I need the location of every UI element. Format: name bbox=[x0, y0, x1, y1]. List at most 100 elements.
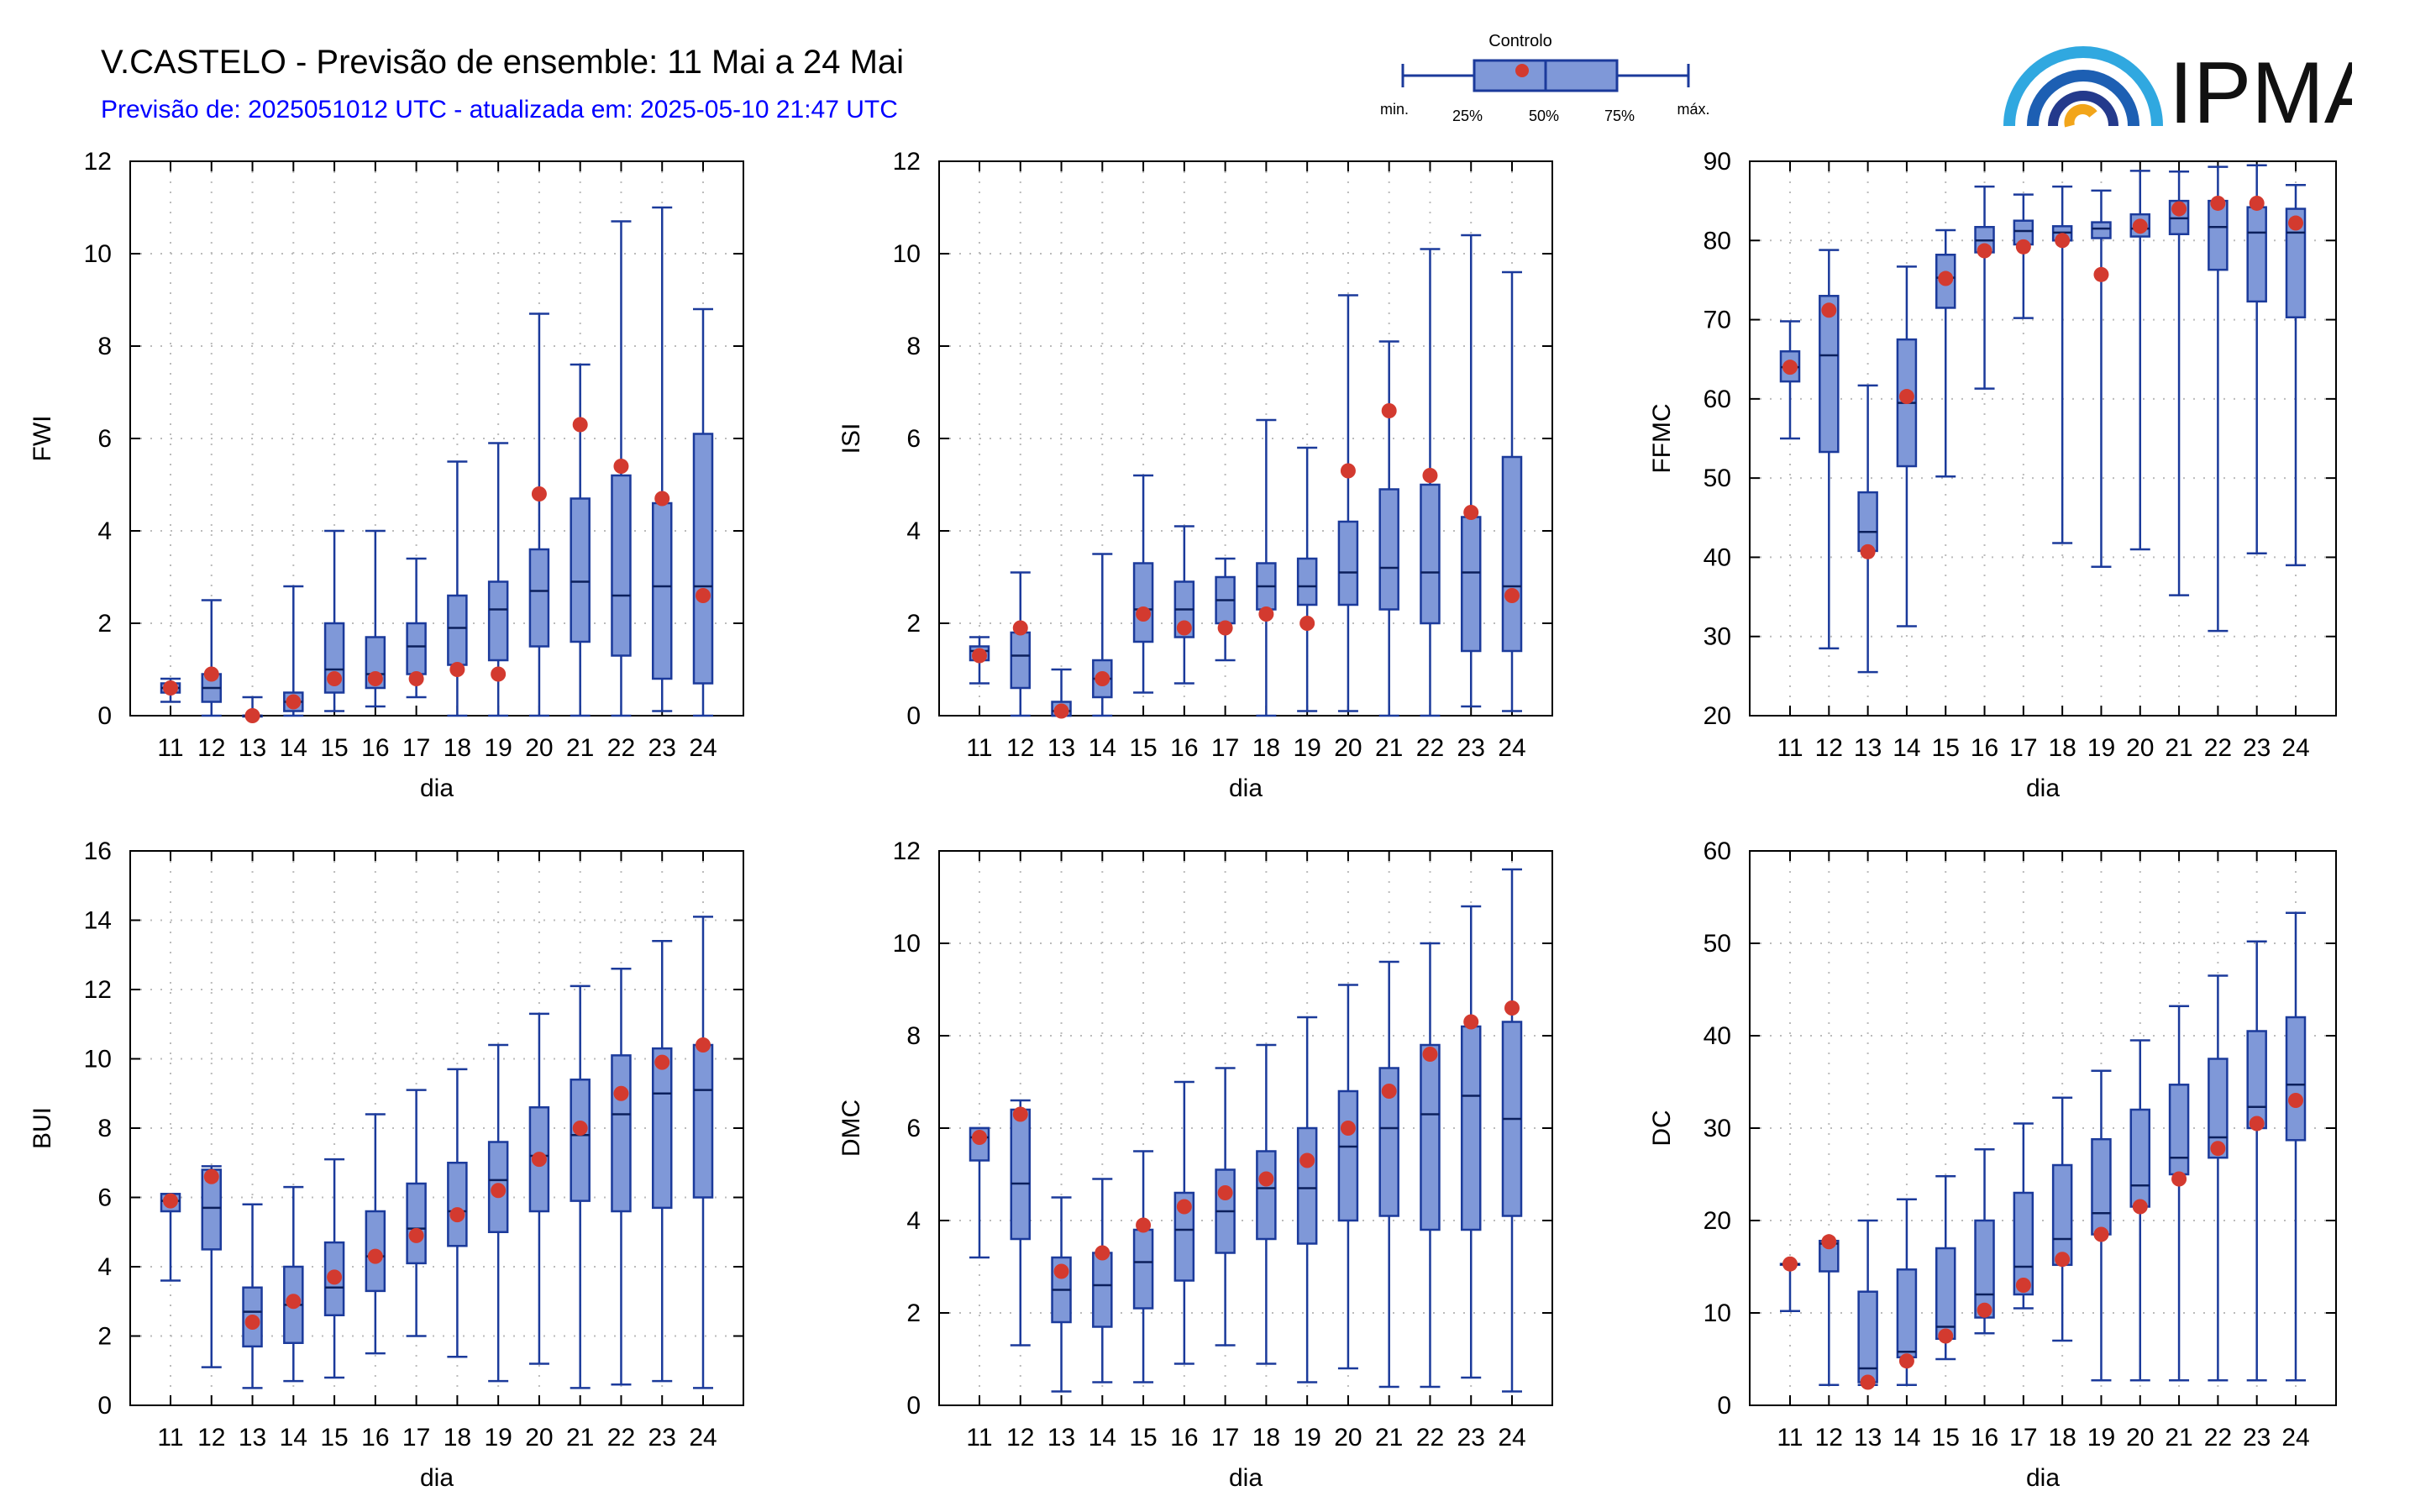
box-day-22 bbox=[1420, 942, 1441, 1389]
x-tick-label: 19 bbox=[484, 734, 512, 762]
control-point bbox=[1053, 703, 1069, 719]
control-point bbox=[1782, 360, 1798, 375]
legend-label-median: 50% bbox=[1529, 108, 1559, 124]
x-tick-label: 18 bbox=[2048, 1424, 2076, 1452]
x-tick-label: 11 bbox=[1777, 1424, 1803, 1452]
y-tick-label: 12 bbox=[84, 976, 112, 1004]
box-day-23 bbox=[651, 206, 673, 712]
control-point bbox=[449, 662, 465, 677]
y-tick-label: 6 bbox=[906, 425, 921, 453]
control-point bbox=[491, 1183, 507, 1199]
y-tick-label: 0 bbox=[97, 702, 112, 730]
box-day-24 bbox=[1501, 868, 1523, 1393]
x-tick-label: 18 bbox=[1252, 734, 1280, 762]
box-day-23 bbox=[2246, 164, 2267, 554]
x-tick-label: 18 bbox=[444, 734, 471, 762]
box-day-14 bbox=[1896, 1198, 1918, 1387]
control-point bbox=[244, 1315, 260, 1330]
control-point bbox=[654, 491, 670, 507]
iqr-box bbox=[1857, 491, 1878, 553]
x-tick-label: 13 bbox=[1854, 734, 1882, 762]
box-day-11 bbox=[160, 1193, 181, 1282]
control-point bbox=[2210, 1141, 2226, 1157]
x-axis-label: dia bbox=[2026, 1464, 2060, 1492]
control-point bbox=[286, 694, 302, 710]
control-point bbox=[1340, 463, 1356, 479]
iqr-box bbox=[447, 1162, 468, 1247]
control-point bbox=[1053, 1263, 1069, 1279]
box-day-23 bbox=[1460, 905, 1482, 1379]
page-subtitle: Previsão de: 2025051012 UTC - atualizada… bbox=[101, 96, 898, 123]
chart-panel-dc: 0 10 20 30 40 50 60 11 12 13 14 15 16 17 18 19 20 21 22 23 2… bbox=[1648, 837, 2337, 1492]
y-tick-label: 40 bbox=[1704, 543, 1731, 571]
y-tick-label: 80 bbox=[1704, 227, 1731, 255]
x-tick-label: 21 bbox=[1375, 1424, 1403, 1452]
x-tick-label: 24 bbox=[1498, 1424, 1525, 1452]
x-tick-label: 11 bbox=[966, 1424, 992, 1452]
y-axis-label: BUI bbox=[29, 1107, 56, 1149]
x-tick-label: 22 bbox=[1416, 1424, 1444, 1452]
x-tick-label: 22 bbox=[607, 1424, 635, 1452]
box-day-15 bbox=[323, 529, 345, 712]
x-tick-label: 14 bbox=[280, 1424, 307, 1452]
box-day-21 bbox=[570, 984, 591, 1389]
x-tick-label: 14 bbox=[280, 734, 307, 762]
control-point bbox=[2171, 201, 2187, 217]
control-point bbox=[1012, 1106, 1028, 1122]
control-point bbox=[531, 486, 547, 501]
y-tick-label: 4 bbox=[906, 517, 921, 545]
y-tick-label: 8 bbox=[906, 1022, 921, 1050]
box-day-12 bbox=[1819, 1234, 1840, 1387]
control-point bbox=[2055, 233, 2071, 249]
iqr-box bbox=[651, 1047, 673, 1210]
x-tick-label: 22 bbox=[2204, 734, 2232, 762]
y-tick-label: 70 bbox=[1704, 307, 1731, 334]
x-tick-label: 16 bbox=[361, 1424, 389, 1452]
box-day-18 bbox=[447, 460, 468, 717]
box-day-20 bbox=[528, 312, 550, 717]
legend-label-q1: 25% bbox=[1452, 108, 1483, 124]
control-point bbox=[1176, 620, 1192, 636]
iqr-box bbox=[2091, 1137, 2112, 1236]
x-tick-label: 19 bbox=[1293, 734, 1320, 762]
control-point bbox=[327, 671, 343, 686]
x-tick-label: 23 bbox=[1457, 1424, 1485, 1452]
control-point bbox=[1977, 1302, 1992, 1318]
box-day-15 bbox=[1935, 1174, 1956, 1361]
box-day-24 bbox=[1501, 270, 1523, 712]
box-day-14 bbox=[283, 585, 304, 717]
y-tick-label: 10 bbox=[893, 240, 921, 268]
x-tick-label: 23 bbox=[1457, 734, 1485, 762]
x-tick-label: 20 bbox=[525, 734, 553, 762]
x-tick-label: 15 bbox=[320, 734, 348, 762]
iqr-box bbox=[1296, 557, 1318, 606]
x-tick-label: 12 bbox=[197, 734, 225, 762]
control-point bbox=[2015, 1278, 2031, 1293]
box-day-20 bbox=[528, 1012, 550, 1365]
box-day-14 bbox=[1092, 553, 1113, 717]
iqr-box bbox=[2013, 1191, 2034, 1296]
iqr-box bbox=[2208, 1058, 2229, 1159]
y-tick-label: 90 bbox=[1704, 148, 1731, 176]
iqr-box bbox=[2208, 199, 2229, 271]
box-day-13 bbox=[1051, 1196, 1072, 1393]
x-axis-label: dia bbox=[420, 1464, 454, 1492]
iqr-box bbox=[1173, 1191, 1195, 1282]
x-axis-label: dia bbox=[2026, 774, 2060, 802]
x-tick-label: 13 bbox=[1047, 1424, 1075, 1452]
ipma-logo: IPMA bbox=[2003, 45, 2352, 134]
box-day-19 bbox=[2091, 189, 2112, 568]
control-point bbox=[1504, 588, 1520, 603]
x-tick-label: 12 bbox=[1006, 734, 1034, 762]
iqr-box bbox=[1896, 1268, 1918, 1359]
iqr-box bbox=[406, 622, 427, 675]
y-axis-label: FFMC bbox=[1648, 403, 1676, 473]
control-point bbox=[1381, 403, 1397, 418]
control-point bbox=[572, 417, 588, 433]
y-tick-label: 10 bbox=[893, 930, 921, 958]
x-tick-label: 19 bbox=[2087, 1424, 2115, 1452]
x-tick-label: 19 bbox=[484, 1424, 512, 1452]
logo-text: IPMA bbox=[2169, 45, 2352, 134]
iqr-box bbox=[1296, 1126, 1318, 1245]
